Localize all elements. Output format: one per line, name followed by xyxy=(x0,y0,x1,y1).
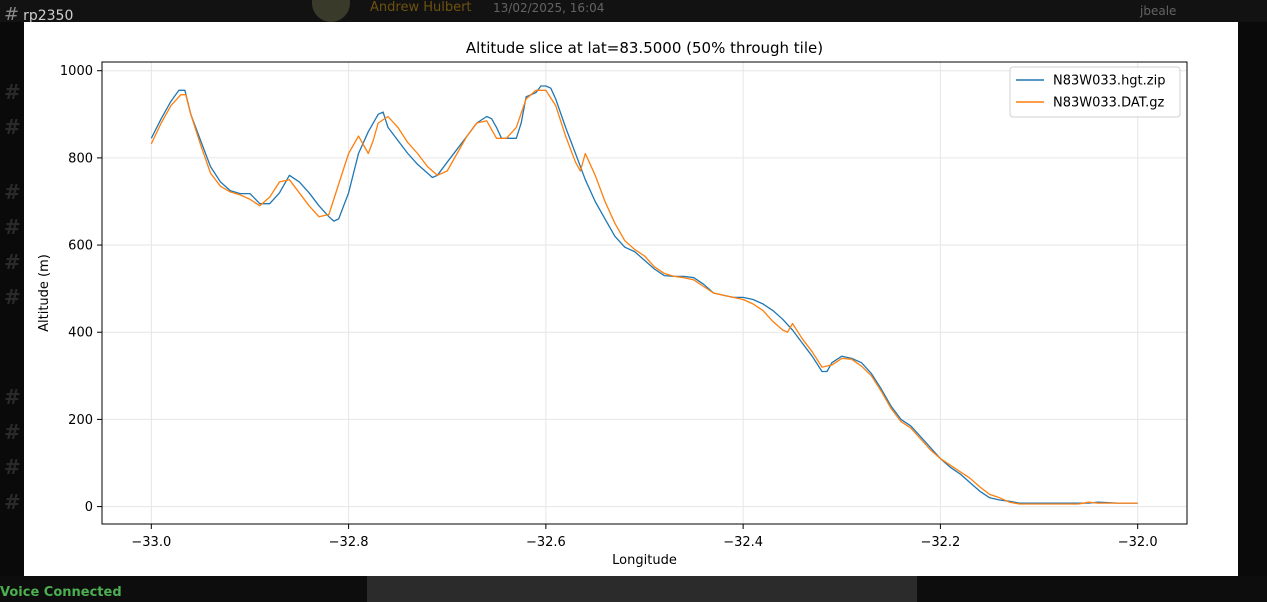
series-line-2 xyxy=(150,89,1138,505)
background-hash-icon: # xyxy=(4,455,21,479)
y-axis-label: Altitude (m) xyxy=(37,254,52,332)
background-channel-name[interactable]: # rp2350 xyxy=(4,4,73,25)
y-tick-label: 200 xyxy=(68,413,93,428)
legend: N83W033.hgt.zip N83W033.DAT.gz xyxy=(1009,66,1181,118)
background-hash-icon: # xyxy=(4,490,21,514)
background-hash-icon: # xyxy=(4,80,21,104)
y-tick-label: 400 xyxy=(68,326,93,341)
plot-area-frame xyxy=(101,61,1188,525)
series-line-1 xyxy=(150,85,1138,504)
legend-label: N83W033.DAT.gz xyxy=(1053,96,1165,111)
chart-figure: −33.0 −32.8 −32.6 −32.4 −32.2 −32.0 0 200 400 600… xyxy=(24,22,1238,576)
background-hash-icon: # xyxy=(4,385,21,409)
axis-ticks: −33.0 −32.8 −32.6 −32.4 −32.2 −32.0 0 200 400 600… xyxy=(60,64,1158,550)
background-hash-icon: # xyxy=(4,115,21,139)
legend-box xyxy=(1009,66,1181,118)
background-hash-icon: # xyxy=(4,180,21,204)
altitude-chart: −33.0 −32.8 −32.6 −32.4 −32.2 −32.0 0 200 400 600… xyxy=(37,39,1188,568)
background-timestamp: 13/02/2025, 16:04 xyxy=(493,1,605,15)
background-hash-icon: # xyxy=(4,215,21,239)
avatar[interactable] xyxy=(312,0,350,22)
x-tick-label: −32.2 xyxy=(920,535,960,550)
background-hash-icon: # xyxy=(4,420,21,444)
background-hash-icon: # xyxy=(4,250,21,274)
grid-lines xyxy=(102,62,1187,524)
background-author-name[interactable]: Andrew Hulbert xyxy=(370,0,472,15)
x-tick-label: −32.6 xyxy=(526,535,566,550)
hash-icon: # xyxy=(4,4,20,25)
x-tick-label: −32.4 xyxy=(723,535,763,550)
background-username[interactable]: jbeale xyxy=(1140,4,1177,18)
background-message-header xyxy=(0,0,1267,22)
background-channel-label: rp2350 xyxy=(23,8,74,24)
x-axis-label: Longitude xyxy=(612,553,677,568)
voice-status: Voice Connected xyxy=(0,585,122,600)
background-hash-icon: # xyxy=(4,285,21,309)
y-tick-label: 1000 xyxy=(60,64,93,79)
x-tick-label: −33.0 xyxy=(131,535,171,550)
chart-title: Altitude slice at lat=83.5000 (50% throu… xyxy=(466,39,823,57)
x-tick-label: −32.8 xyxy=(329,535,369,550)
y-tick-label: 800 xyxy=(68,151,93,166)
x-tick-label: −32.0 xyxy=(1118,535,1158,550)
legend-label: N83W033.hgt.zip xyxy=(1053,74,1165,89)
series-lines xyxy=(150,85,1138,505)
background-thumbnail-strip xyxy=(367,576,917,602)
y-tick-label: 600 xyxy=(68,239,93,254)
y-tick-label: 0 xyxy=(85,500,93,515)
